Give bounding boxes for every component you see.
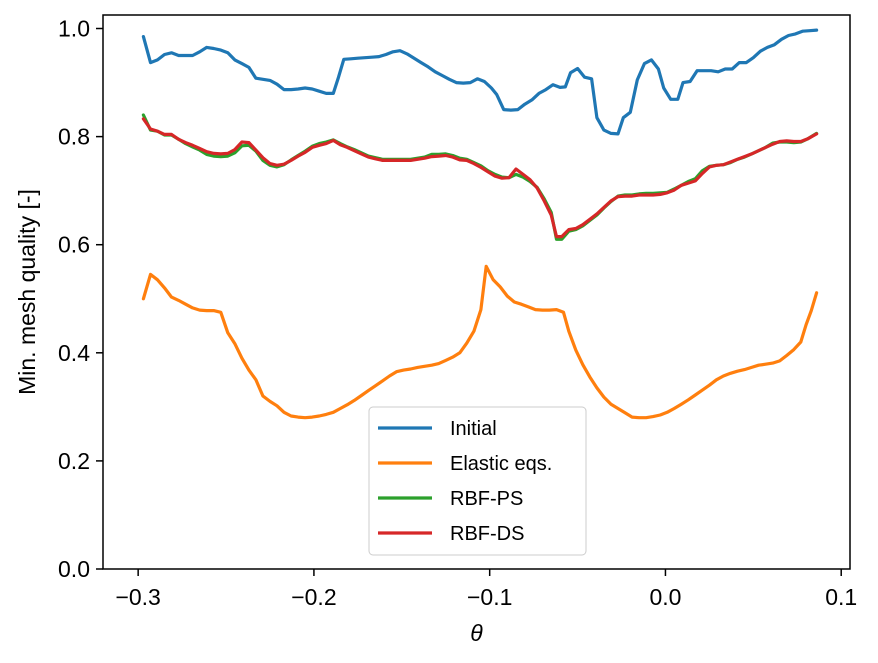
legend: Initial Elastic eqs. RBF-PS RBF-DS [368,406,587,556]
legend-label-initial: Initial [450,418,497,440]
series-line-initial [141,28,819,136]
series-line-rbf-ds [141,117,819,239]
y-tick-label: 0.0 [58,556,90,582]
x-axis-label: θ [470,620,483,646]
x-tick-label: −0.2 [291,584,336,610]
plot-frame [102,14,851,570]
legend-label-elastic: Elastic eqs. [450,453,552,475]
x-axis-ticks: −0.3 −0.2 −0.1 0.0 0.1 [115,569,857,610]
legend-frame [368,406,587,556]
x-tick-label: −0.1 [467,584,512,610]
y-tick-label: 0.4 [58,340,90,366]
x-tick-label: 0.0 [649,584,681,610]
x-tick-label: −0.3 [115,584,160,610]
legend-label-rbf-ps: RBF-PS [450,488,523,510]
legend-label-rbf-ds: RBF-DS [450,523,524,545]
y-tick-label: 1.0 [58,16,90,42]
series-line-elastic-eqs [141,264,819,420]
y-tick-label: 0.6 [58,232,90,258]
y-axis-label: Min. mesh quality [-] [14,189,40,395]
y-tick-label: 0.8 [58,124,90,150]
y-axis-ticks: 0.0 0.2 0.4 0.6 0.8 1.0 [58,16,103,582]
x-tick-label: 0.1 [825,584,857,610]
y-tick-label: 0.2 [58,448,90,474]
series-layer [141,28,819,420]
